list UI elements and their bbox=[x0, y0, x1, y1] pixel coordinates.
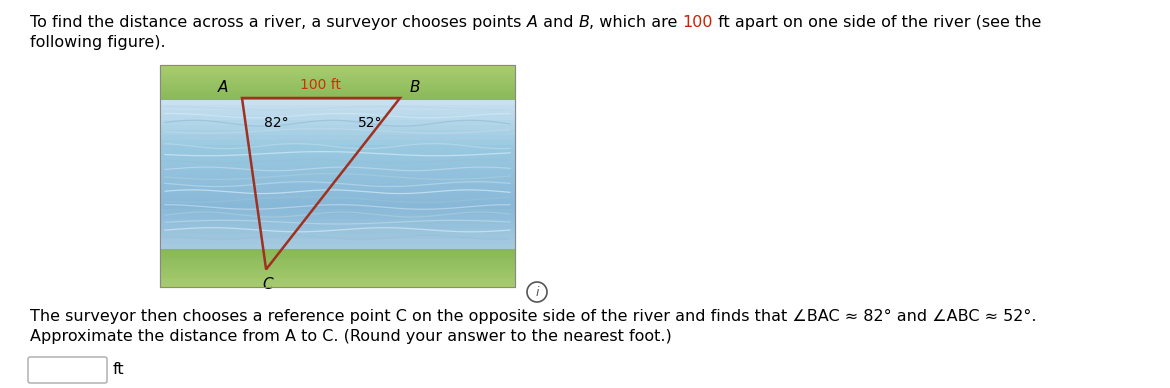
Bar bbox=[160, 285, 515, 288]
Text: A: A bbox=[526, 15, 537, 30]
Bar bbox=[160, 81, 515, 83]
Bar bbox=[160, 249, 515, 251]
Bar bbox=[160, 130, 515, 135]
Text: and: and bbox=[537, 15, 578, 30]
Bar bbox=[160, 145, 515, 150]
Bar bbox=[160, 125, 515, 130]
Bar bbox=[160, 77, 515, 80]
Bar bbox=[160, 253, 515, 255]
Text: To find the distance across a river, a surveyor chooses points: To find the distance across a river, a s… bbox=[30, 15, 526, 30]
Bar bbox=[160, 175, 515, 180]
Bar bbox=[160, 214, 515, 220]
Bar bbox=[160, 67, 515, 69]
Bar bbox=[160, 199, 515, 205]
Bar bbox=[160, 110, 515, 115]
Bar bbox=[160, 65, 515, 67]
Bar bbox=[160, 140, 515, 145]
Bar bbox=[160, 224, 515, 230]
Text: 52°: 52° bbox=[358, 116, 383, 130]
Bar bbox=[160, 83, 515, 85]
Bar bbox=[160, 279, 515, 282]
Bar bbox=[160, 251, 515, 253]
Text: C: C bbox=[263, 277, 274, 293]
Bar bbox=[160, 255, 515, 257]
Bar bbox=[160, 189, 515, 195]
Bar bbox=[160, 260, 515, 263]
Bar bbox=[160, 76, 515, 78]
Bar bbox=[160, 135, 515, 140]
Bar bbox=[160, 180, 515, 185]
Bar bbox=[160, 283, 515, 286]
Bar bbox=[160, 91, 515, 94]
Text: following figure).: following figure). bbox=[30, 35, 166, 50]
Bar bbox=[160, 244, 515, 249]
Text: B: B bbox=[410, 80, 420, 95]
Bar bbox=[160, 281, 515, 284]
Bar bbox=[160, 100, 515, 106]
Text: , which are: , which are bbox=[590, 15, 682, 30]
Bar bbox=[160, 86, 515, 88]
Text: i: i bbox=[535, 286, 538, 300]
Bar bbox=[160, 272, 515, 274]
Bar bbox=[160, 194, 515, 200]
Bar bbox=[160, 155, 515, 160]
Bar bbox=[160, 65, 515, 287]
Bar bbox=[160, 209, 515, 215]
Text: 100 ft: 100 ft bbox=[301, 78, 342, 92]
FancyBboxPatch shape bbox=[28, 357, 106, 383]
Bar bbox=[160, 72, 515, 74]
Bar bbox=[160, 266, 515, 268]
Bar bbox=[160, 150, 515, 155]
Bar bbox=[160, 165, 515, 170]
Bar bbox=[160, 275, 515, 278]
Bar bbox=[160, 204, 515, 210]
Bar bbox=[160, 234, 515, 239]
Text: ft: ft bbox=[113, 362, 125, 378]
Bar bbox=[160, 97, 515, 99]
Bar bbox=[160, 277, 515, 280]
Bar bbox=[160, 84, 515, 87]
Bar bbox=[160, 219, 515, 225]
Bar bbox=[160, 256, 515, 259]
Bar bbox=[160, 93, 515, 95]
Bar bbox=[160, 90, 515, 92]
Bar bbox=[160, 264, 515, 267]
Text: A: A bbox=[218, 80, 228, 95]
Bar bbox=[160, 105, 515, 111]
Text: ft apart on one side of the river (see the: ft apart on one side of the river (see t… bbox=[714, 15, 1041, 30]
Bar bbox=[160, 120, 515, 125]
Bar bbox=[160, 65, 515, 287]
Text: 82°: 82° bbox=[264, 116, 289, 130]
Bar bbox=[160, 239, 515, 244]
Text: The surveyor then chooses a reference point C on the opposite side of the river : The surveyor then chooses a reference po… bbox=[30, 309, 1037, 324]
Bar bbox=[160, 88, 515, 90]
Bar bbox=[160, 270, 515, 272]
Bar bbox=[160, 74, 515, 76]
Bar bbox=[160, 258, 515, 261]
Bar bbox=[160, 69, 515, 71]
Text: Approximate the distance from A to C. (Round your answer to the nearest foot.): Approximate the distance from A to C. (R… bbox=[30, 329, 672, 344]
Bar bbox=[160, 159, 515, 165]
Bar bbox=[160, 274, 515, 276]
Bar bbox=[160, 70, 515, 73]
Bar bbox=[160, 79, 515, 81]
Text: B: B bbox=[578, 15, 590, 30]
Bar bbox=[160, 184, 515, 190]
Bar bbox=[160, 170, 515, 175]
Bar bbox=[160, 98, 515, 100]
Bar bbox=[160, 95, 515, 97]
Bar bbox=[160, 229, 515, 235]
Bar bbox=[160, 115, 515, 120]
Bar bbox=[160, 268, 515, 270]
Text: 100: 100 bbox=[682, 15, 714, 30]
Bar bbox=[160, 262, 515, 265]
